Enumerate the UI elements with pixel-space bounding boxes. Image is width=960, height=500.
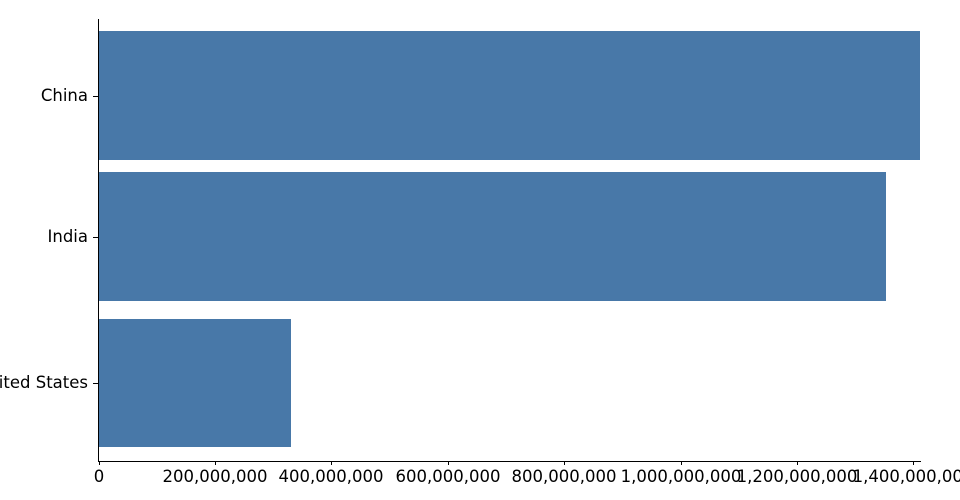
x-tick-label: 0 <box>93 467 105 486</box>
x-tick-label: 200,000,000 <box>162 467 268 486</box>
x-tick-mark <box>330 461 332 465</box>
x-tick-mark <box>912 461 914 465</box>
y-tick-mark <box>92 95 99 97</box>
y-tick-label: China <box>40 86 88 105</box>
x-tick-label: 400,000,000 <box>278 467 384 486</box>
x-tick-label: 600,000,000 <box>395 467 501 486</box>
x-tick-mark <box>98 461 100 465</box>
y-tick-mark <box>92 382 99 384</box>
x-tick-label: 800,000,000 <box>511 467 617 486</box>
x-tick-label: 1,200,000,000 <box>736 467 858 486</box>
x-tick-mark <box>447 461 449 465</box>
bar <box>99 319 291 447</box>
y-tick-label: India <box>47 227 89 246</box>
x-tick-mark <box>680 461 682 465</box>
plot-area <box>99 19 921 461</box>
x-tick-mark <box>214 461 216 465</box>
bar <box>99 31 920 160</box>
y-axis-spine <box>98 19 100 462</box>
y-tick-mark <box>92 236 99 238</box>
x-tick-mark <box>563 461 565 465</box>
x-tick-mark <box>796 461 798 465</box>
y-tick-label: United States <box>0 373 88 392</box>
x-axis-spine <box>98 460 921 462</box>
x-tick-label: 1,400,000,000 <box>852 467 960 486</box>
bar <box>99 172 886 301</box>
x-tick-label: 1,000,000,000 <box>620 467 742 486</box>
